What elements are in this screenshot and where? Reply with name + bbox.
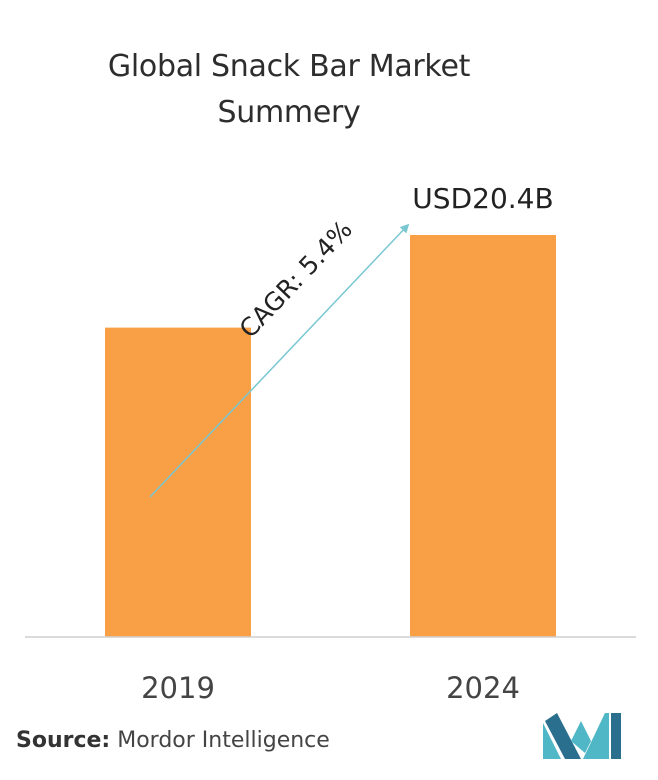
x-tick-label-2019: 2019 [141, 671, 215, 700]
chart-title: Global Snack Bar Market Summery [0, 44, 578, 136]
mordor-intelligence-logo-icon [543, 713, 621, 759]
cagr-annotation: CAGR: 5.4% [234, 215, 358, 344]
source-line: Source: Mordor Intelligence [16, 728, 330, 753]
chart-title-line-1: Global Snack Bar Market [107, 49, 471, 84]
cagr-arrow [149, 223, 410, 498]
data-label-2024: USD20.4B [412, 182, 553, 215]
bar-chart: 2019 2024 USD20.4B CAGR: 5.4% [25, 182, 636, 700]
source-name: Mordor Intelligence [117, 728, 330, 753]
chart-title-line-2: Summery [217, 95, 361, 130]
x-tick-label-2024: 2024 [446, 671, 520, 700]
bar-2019 [105, 327, 251, 637]
bar-2024 [410, 235, 556, 637]
source-label: Source: [16, 728, 111, 753]
